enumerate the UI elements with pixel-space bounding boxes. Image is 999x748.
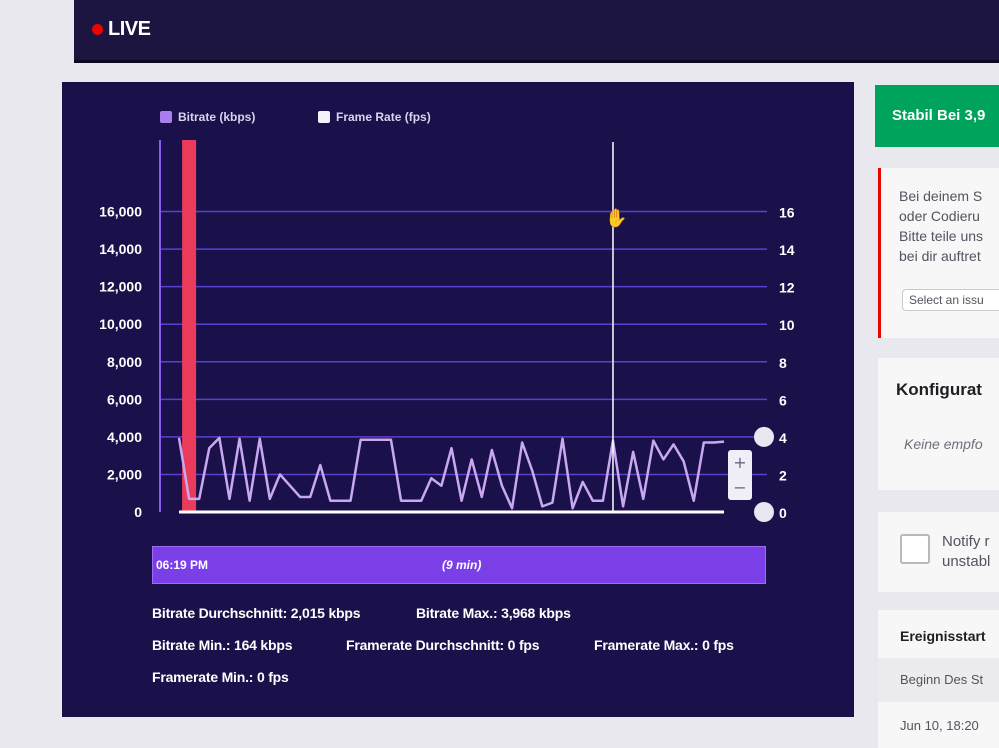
right-axis-tick-label: 12 <box>779 280 795 296</box>
config-recommendation: Keine empfo <box>904 436 983 452</box>
stat-bitrate-max: Bitrate Max.: 3,968 kbps <box>416 605 571 621</box>
range-handle-bottom <box>754 502 774 522</box>
config-card: Konfigurat Keine empfo <box>878 358 999 490</box>
bitrate-series-line <box>177 436 725 510</box>
alert-line: bei dir auftret <box>899 248 981 264</box>
legend-framerate[interactable]: Frame Rate (fps) <box>318 110 431 124</box>
events-table: Ereignisstart Beginn Des St Jun 10, 18:2… <box>878 610 999 748</box>
right-axis-tick-label: 6 <box>779 392 787 408</box>
stat-framerate-min: Framerate Min.: 0 fps <box>152 669 289 685</box>
left-axis-tick-label: 4,000 <box>107 429 142 445</box>
right-axis-tick-label: 8 <box>779 355 787 371</box>
live-indicator: LIVE <box>92 18 151 41</box>
left-axis-tick-label: 2,000 <box>107 466 142 482</box>
notify-line: unstabl <box>942 553 991 570</box>
zoom-in-button[interactable]: + <box>733 452 747 472</box>
stat-framerate-max: Framerate Max.: 0 fps <box>594 637 734 653</box>
live-dot-icon <box>92 24 103 35</box>
left-axis-tick-label: 12,000 <box>99 279 142 295</box>
event-name: Beginn Des St <box>900 672 984 687</box>
notify-line: Notify r <box>942 533 990 550</box>
timeline-duration: (9 min) <box>442 558 482 572</box>
stability-status-button[interactable]: Stabil Bei 3,9 <box>875 85 999 147</box>
right-axis-tick-label: 16 <box>779 205 795 221</box>
legend-framerate-swatch <box>318 111 330 123</box>
zoom-out-button[interactable]: − <box>733 477 747 497</box>
left-axis-tick-label: 10,000 <box>99 316 142 332</box>
events-column-header[interactable]: Ereignisstart <box>900 628 986 644</box>
zoom-control: + − <box>728 450 752 500</box>
issue-alert-card: Bei deinem S oder Codieru Bitte teile un… <box>878 168 999 338</box>
stat-framerate-avg: Framerate Durchschnitt: 0 fps <box>346 637 540 653</box>
legend-bitrate[interactable]: Bitrate (kbps) <box>160 110 255 124</box>
left-axis-tick-label: 14,000 <box>99 241 142 257</box>
alert-message: Bei deinem S oder Codieru Bitte teile un… <box>899 186 983 266</box>
alert-line: oder Codieru <box>899 208 980 224</box>
right-axis-tick-label: 2 <box>779 467 787 483</box>
right-axis-tick-label: 0 <box>779 505 787 521</box>
outage-highlight <box>182 140 197 512</box>
left-axis-tick-label: 0 <box>134 504 142 520</box>
notify-card: Notify r unstabl <box>878 512 999 592</box>
event-time: Jun 10, 18:20 <box>900 718 979 733</box>
alert-line: Bitte teile uns <box>899 228 984 244</box>
notify-checkbox[interactable] <box>900 534 930 564</box>
right-axis-tick-label: 4 <box>779 430 787 446</box>
hand-cursor-icon: ✋ <box>605 207 627 229</box>
legend-framerate-label: Frame Rate (fps) <box>336 110 431 124</box>
live-label: LIVE <box>108 18 151 40</box>
timeline-start-time: 06:19 PM <box>156 558 209 572</box>
table-row[interactable]: Beginn Des St <box>878 658 999 702</box>
alert-line: Bei deinem S <box>899 188 983 204</box>
notify-label: Notify r unstabl <box>942 532 990 572</box>
left-axis-tick-label: 16,000 <box>99 204 142 220</box>
legend-bitrate-swatch <box>160 111 172 123</box>
top-bar: LIVE <box>74 0 999 63</box>
stat-bitrate-avg: Bitrate Durchschnitt: 2,015 kbps <box>152 605 361 621</box>
stat-bitrate-min: Bitrate Min.: 164 kbps <box>152 637 293 653</box>
bitrate-chart[interactable]: 16,000 14,000 12,000 10,000 8,000 6,000 4,000 2… <box>62 82 854 532</box>
left-axis-tick-label: 6,000 <box>107 391 142 407</box>
legend-bitrate-label: Bitrate (kbps) <box>178 110 256 124</box>
right-axis-tick-label: 14 <box>779 242 795 258</box>
left-axis-tick-label: 8,000 <box>107 354 142 370</box>
issue-select[interactable]: Select an issu <box>902 289 999 311</box>
range-handle-top <box>754 426 774 447</box>
right-axis-tick-label: 10 <box>779 317 795 333</box>
config-title: Konfigurat <box>896 380 982 399</box>
timeline-navigator[interactable]: 06:19 PM (9 min) <box>152 546 766 584</box>
